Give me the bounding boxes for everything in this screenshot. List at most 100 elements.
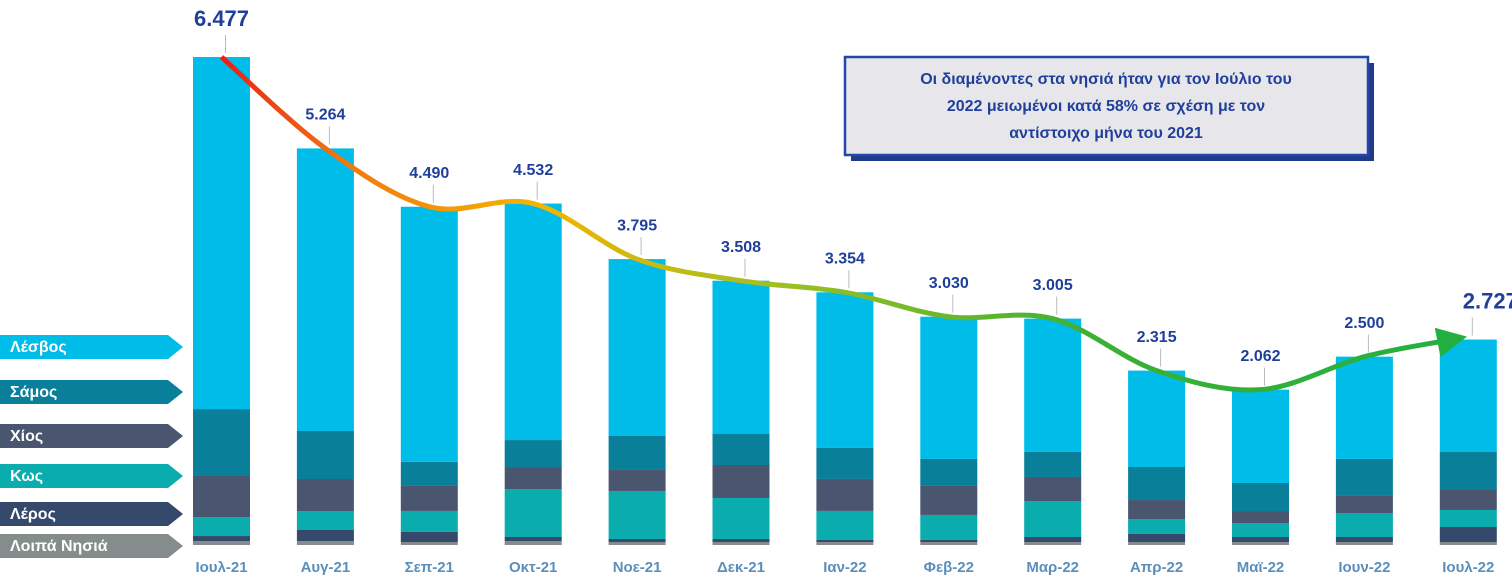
bar-segment: [712, 497, 770, 539]
total-label: 4.490: [409, 165, 449, 182]
total-label: 3.508: [721, 239, 761, 256]
bar-segment: [1439, 339, 1497, 453]
bar-segment: [400, 510, 458, 532]
bar-segment: [296, 431, 354, 480]
bar-segment: [1128, 534, 1186, 542]
annotation-line: 2022 μειωμένοι κατά 58% σε σχέση με τον: [947, 98, 1265, 115]
total-label: 3.354: [825, 251, 865, 268]
bar-segment: [193, 409, 250, 476]
bar-segment: [1128, 370, 1186, 468]
bar-segment: [1335, 458, 1393, 496]
bar-segment: [608, 541, 666, 545]
bar-segment: [816, 292, 874, 448]
bar-segment: [1024, 451, 1082, 477]
bar-segment: [193, 536, 250, 542]
bar-segment: [504, 489, 562, 538]
bar-segment: [1024, 541, 1082, 545]
bar-segment: [1335, 537, 1393, 542]
bar-segment: [193, 541, 250, 545]
x-tick-label: Ιαν-22: [823, 559, 866, 576]
total-label: 3.005: [1033, 277, 1073, 294]
bar-segment: [1335, 356, 1393, 459]
legend-label: Κως: [10, 468, 43, 485]
annotation: Οι διαμένοντες στα νησιά ήταν για τον Ιο…: [920, 71, 1292, 142]
legend-swatch: [0, 424, 183, 448]
bar-segment: [504, 440, 562, 468]
bar-segment: [712, 541, 770, 545]
bar-segment: [920, 485, 978, 515]
bar-segment: [712, 464, 770, 498]
bar-segment: [712, 434, 770, 465]
legend-label: Λέσβος: [10, 339, 67, 356]
bar-segment: [400, 531, 458, 542]
bar-segment: [920, 316, 978, 459]
legend-label: Χίος: [10, 428, 43, 445]
bar-segment: [608, 469, 666, 491]
x-tick-label: Απρ-22: [1130, 559, 1183, 576]
bar-segment: [608, 259, 666, 436]
x-tick-label: Ιουλ-21: [195, 559, 247, 576]
bar-segment: [1232, 482, 1289, 512]
bar-segment: [504, 537, 562, 542]
bar-segment: [1024, 501, 1082, 538]
bar-segment: [816, 539, 874, 542]
bar-segment: [608, 490, 666, 539]
bar-segment: [1128, 541, 1186, 545]
bar-segment: [1439, 541, 1497, 545]
bar-segment: [1232, 523, 1289, 538]
bar-segment: [400, 206, 458, 462]
bar-segment: [608, 435, 666, 470]
total-label: 2.315: [1137, 329, 1177, 346]
bar-segment: [920, 458, 978, 486]
total-label: 3.795: [617, 217, 657, 234]
annotation-line: αντίστοιχο μήνα του 2021: [1009, 125, 1203, 142]
total-label: 6.477: [194, 6, 249, 31]
bar-segment: [504, 203, 562, 441]
bar-segment: [504, 467, 562, 490]
x-tick-label: Ιουν-22: [1338, 559, 1390, 576]
bar-segment: [920, 514, 978, 540]
x-tick-label: Οκτ-21: [509, 559, 557, 576]
bar-segment: [296, 530, 354, 542]
bar-segment: [400, 485, 458, 511]
bar-segment: [1128, 467, 1186, 501]
bar-segment: [1232, 537, 1289, 542]
bar-segment: [1232, 541, 1289, 545]
legend-swatch: [0, 464, 183, 488]
bar-segment: [296, 541, 354, 545]
total-label: 4.532: [513, 162, 553, 179]
bar-segment: [920, 541, 978, 545]
bar-segment: [816, 478, 874, 511]
bar-segment: [1439, 452, 1497, 491]
annotation-line: Οι διαμένοντες στα νησιά ήταν για τον Ιο…: [920, 71, 1292, 88]
total-label: 5.264: [305, 107, 345, 124]
legend-swatch: [0, 502, 183, 526]
bar-segment: [193, 57, 250, 410]
bar-segment: [712, 538, 770, 542]
x-tick-label: Ιουλ-22: [1442, 559, 1494, 576]
bar-segment: [400, 461, 458, 486]
x-tick-label: Σεπ-21: [405, 559, 454, 576]
bar-segment: [1439, 526, 1497, 542]
bar-segment: [608, 538, 666, 542]
legend-label: Σάμος: [10, 384, 57, 401]
bar-segment: [1024, 318, 1082, 452]
bar-segment: [1232, 511, 1289, 524]
bar-segment: [816, 541, 874, 545]
bar-segment: [816, 510, 874, 540]
bar-segment: [1024, 537, 1082, 542]
bar-segment: [1232, 389, 1289, 483]
bar-segment: [1439, 509, 1497, 527]
bar-segment: [1128, 519, 1186, 535]
bar-segment: [504, 541, 562, 545]
total-label: 3.030: [929, 275, 969, 292]
bar-segment: [1335, 541, 1393, 545]
legend-swatch: [0, 380, 183, 404]
legend-label: Λοιπά Νησιά: [10, 538, 108, 555]
x-tick-label: Φεβ-22: [924, 559, 974, 576]
bar-segment: [1024, 476, 1082, 502]
bar-segment: [1335, 495, 1393, 513]
bar-segment: [296, 148, 354, 432]
bar-segment: [193, 517, 250, 537]
